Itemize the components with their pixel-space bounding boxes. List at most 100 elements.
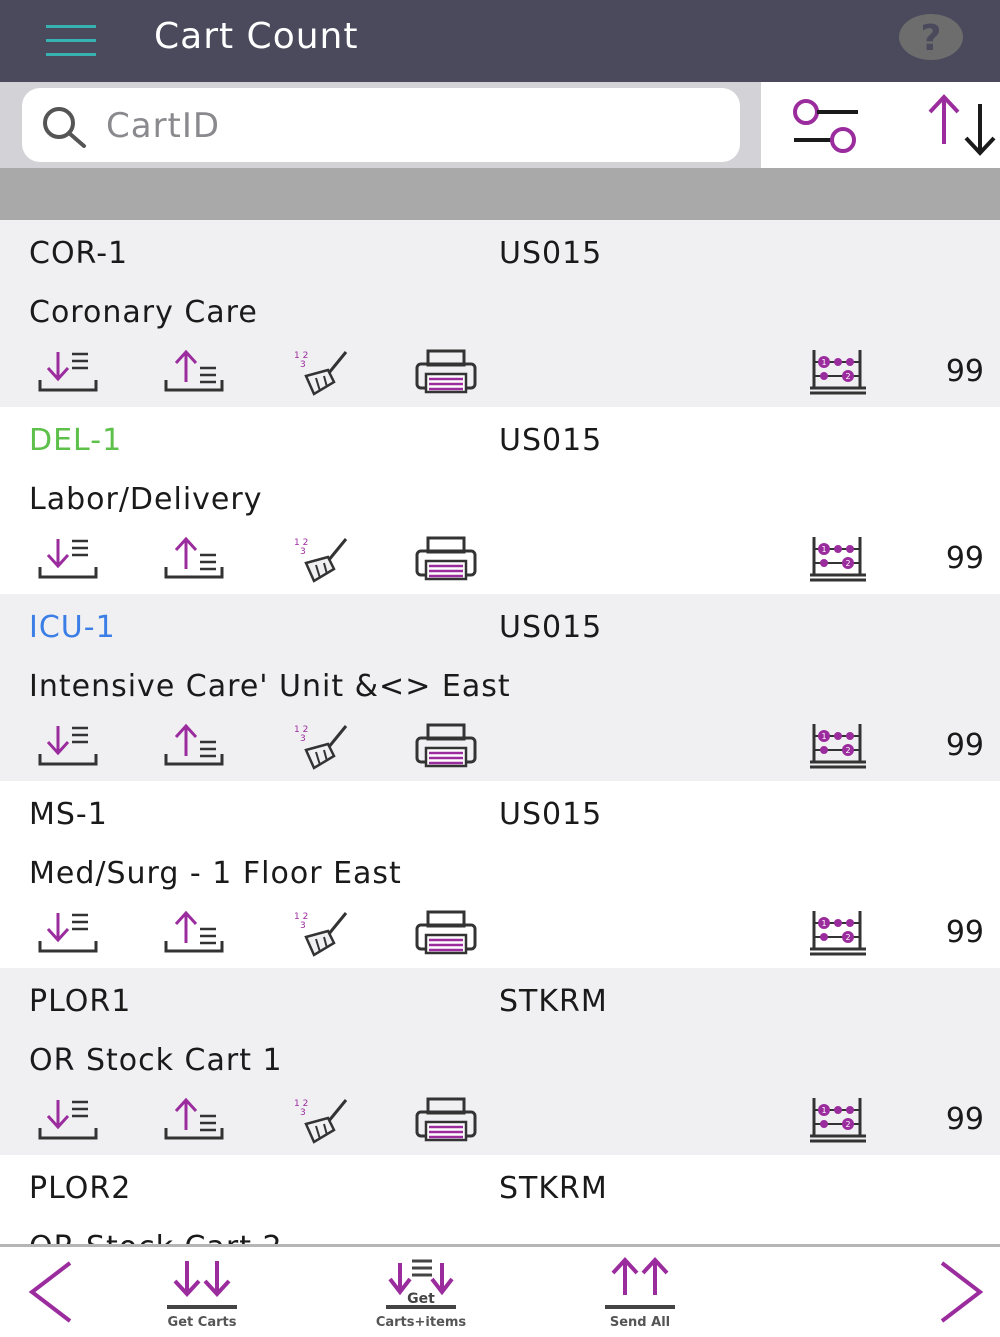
carts-items-label: Carts+items: [375, 1315, 467, 1330]
cart-description: Coronary Care: [29, 295, 258, 330]
svg-text:3: 3: [300, 360, 306, 370]
svg-text:1 2: 1 2: [294, 912, 308, 922]
send-all-icon: [605, 1257, 675, 1309]
svg-text:3: 3: [300, 921, 306, 931]
cart-id: DEL-1: [29, 423, 123, 458]
svg-text:?: ?: [921, 18, 942, 59]
abacus-count-icon[interactable]: 1 2: [806, 722, 870, 770]
cart-id: COR-1: [29, 236, 129, 271]
clear-broom-icon[interactable]: 1 2 3: [292, 909, 356, 957]
clear-broom-icon[interactable]: 1 2 3: [292, 535, 356, 583]
send-all-button[interactable]: Send All: [585, 1253, 695, 1333]
cart-location: US015: [499, 610, 603, 645]
cart-description: Labor/Delivery: [29, 482, 263, 517]
cart-count-value: 99: [945, 1102, 984, 1137]
cart-row[interactable]: MS-1 US015 Med/Surg - 1 Floor East 1 2 3: [0, 781, 1000, 968]
cart-location: STKRM: [499, 1171, 608, 1206]
svg-text:2: 2: [845, 372, 850, 381]
cart-row[interactable]: PLOR2 STKRM OR Stock Cart 2 1 2 3: [0, 1155, 1000, 1244]
svg-text:1 2: 1 2: [294, 725, 308, 735]
get-overlay-label: Get: [407, 1291, 435, 1307]
download-list-icon[interactable]: [36, 909, 100, 957]
chevron-right-icon[interactable]: [936, 1259, 986, 1325]
get-carts-icon: [167, 1261, 237, 1309]
svg-text:2: 2: [845, 933, 850, 942]
download-list-icon[interactable]: [36, 535, 100, 583]
cart-id: PLOR1: [29, 984, 132, 1019]
printer-icon[interactable]: [414, 348, 478, 396]
cart-row[interactable]: ICU-1 US015 Intensive Care' Unit &<> Eas…: [0, 594, 1000, 781]
cart-id: MS-1: [29, 797, 108, 832]
cart-id: ICU-1: [29, 610, 116, 645]
cart-row[interactable]: COR-1 US015 Coronary Care 1 2 3: [0, 220, 1000, 407]
cart-id: PLOR2: [29, 1171, 132, 1206]
clear-broom-icon[interactable]: 1 2 3: [292, 1096, 356, 1144]
upload-list-icon[interactable]: [162, 1096, 226, 1144]
abacus-count-icon[interactable]: 1 2: [806, 535, 870, 583]
cart-row[interactable]: DEL-1 US015 Labor/Delivery 1 2 3: [0, 407, 1000, 594]
cart-description: OR Stock Cart 1: [29, 1043, 283, 1078]
printer-icon[interactable]: [414, 722, 478, 770]
cart-list: COR-1 US015 Coronary Care 1 2 3: [0, 220, 1000, 1244]
bottom-toolbar: Get Carts Get Carts+items Send All: [0, 1244, 1000, 1337]
cart-location: US015: [499, 423, 603, 458]
search-toolbar: [0, 82, 1000, 168]
svg-text:2: 2: [845, 559, 850, 568]
download-list-icon[interactable]: [36, 348, 100, 396]
upload-list-icon[interactable]: [162, 722, 226, 770]
svg-text:3: 3: [300, 1108, 306, 1118]
abacus-count-icon[interactable]: 1 2: [806, 909, 870, 957]
download-list-icon[interactable]: [36, 722, 100, 770]
printer-icon[interactable]: [414, 535, 478, 583]
svg-text:1 2: 1 2: [294, 351, 308, 361]
get-carts-label: Get Carts: [167, 1315, 237, 1330]
cart-count-value: 99: [945, 915, 984, 950]
search-icon: [43, 107, 86, 148]
get-carts-button[interactable]: Get Carts: [147, 1253, 257, 1333]
cart-row[interactable]: PLOR1 STKRM OR Stock Cart 1 1 2 3: [0, 968, 1000, 1155]
svg-text:1: 1: [821, 919, 826, 928]
upload-list-icon[interactable]: [162, 348, 226, 396]
clear-broom-icon[interactable]: 1 2 3: [292, 722, 356, 770]
send-all-label: Send All: [609, 1315, 671, 1330]
svg-text:1 2: 1 2: [294, 1099, 308, 1109]
cart-location: STKRM: [499, 984, 608, 1019]
get-carts-items-icon: [386, 1259, 456, 1309]
svg-text:3: 3: [300, 547, 306, 557]
search-box[interactable]: [22, 88, 740, 162]
page-title: Cart Count: [154, 16, 359, 57]
cart-count-value: 99: [945, 541, 984, 576]
upload-list-icon[interactable]: [162, 535, 226, 583]
svg-text:3: 3: [300, 734, 306, 744]
hamburger-menu-icon[interactable]: [46, 21, 96, 61]
cart-count-value: 99: [945, 354, 984, 389]
upload-list-icon[interactable]: [162, 909, 226, 957]
app-header: Cart Count ?: [0, 0, 1000, 82]
cart-description: Med/Surg - 1 Floor East: [29, 856, 402, 891]
abacus-count-icon[interactable]: 1 2: [806, 348, 870, 396]
svg-text:2: 2: [845, 746, 850, 755]
help-icon[interactable]: ?: [898, 12, 964, 62]
svg-text:1: 1: [821, 358, 826, 367]
cart-count-value: 99: [945, 728, 984, 763]
cart-description: OR Stock Cart 2: [29, 1228, 283, 1244]
filter-sliders-icon[interactable]: [790, 98, 862, 154]
svg-text:1: 1: [821, 732, 826, 741]
search-input[interactable]: [104, 98, 728, 154]
printer-icon[interactable]: [414, 909, 478, 957]
download-list-icon[interactable]: [36, 1096, 100, 1144]
get-carts-items-button[interactable]: Get Carts+items: [366, 1253, 476, 1333]
chevron-left-icon[interactable]: [26, 1259, 76, 1325]
printer-icon[interactable]: [414, 1096, 478, 1144]
cart-description: Intensive Care' Unit &<> East: [29, 669, 511, 704]
svg-text:1: 1: [821, 545, 826, 554]
clear-broom-icon[interactable]: 1 2 3: [292, 348, 356, 396]
svg-text:2: 2: [845, 1120, 850, 1129]
cart-location: US015: [499, 797, 603, 832]
cart-location: US015: [499, 236, 603, 271]
list-subheader: [0, 168, 1000, 220]
svg-text:1: 1: [821, 1106, 826, 1115]
abacus-count-icon[interactable]: 1 2: [806, 1096, 870, 1144]
svg-text:1 2: 1 2: [294, 538, 308, 548]
sort-up-down-icon[interactable]: [924, 92, 1000, 158]
